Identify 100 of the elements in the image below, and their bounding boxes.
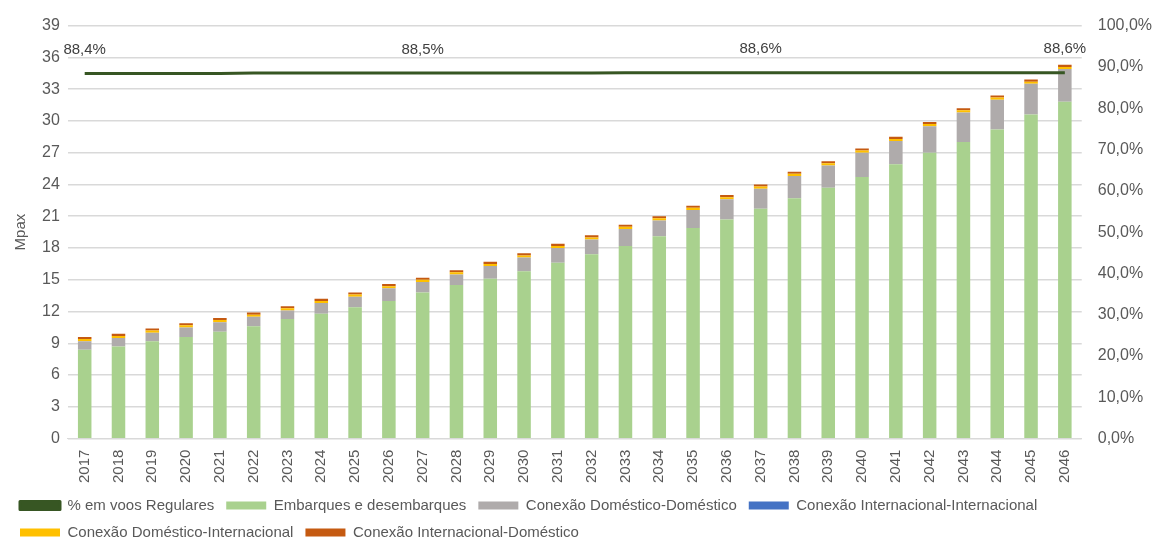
bar bbox=[348, 307, 362, 438]
bar bbox=[618, 245, 633, 438]
bar bbox=[415, 292, 430, 438]
bar bbox=[517, 271, 531, 438]
data-label: 88,4% bbox=[63, 40, 106, 58]
x-tick-label: 2036 bbox=[717, 449, 734, 484]
x-tick-label: 2042 bbox=[919, 449, 937, 484]
legend-label: Embarques e desembarques bbox=[273, 495, 467, 513]
bar bbox=[314, 303, 329, 314]
y-tick-label: 15 bbox=[42, 270, 60, 288]
bar bbox=[111, 338, 126, 347]
bar bbox=[990, 99, 1004, 130]
y-tick-label: 21 bbox=[42, 206, 60, 224]
x-tick-label: 2027 bbox=[412, 449, 430, 484]
x-tick-label: 2035 bbox=[683, 449, 701, 484]
x-tick-label: 2043 bbox=[953, 449, 971, 484]
x-tick-label: 2039 bbox=[818, 449, 836, 484]
x-tick-label: 2030 bbox=[514, 449, 532, 484]
bar bbox=[415, 281, 430, 293]
y2-tick-label: 60,0% bbox=[1097, 181, 1144, 199]
bar bbox=[77, 341, 92, 350]
x-tick-label: 2044 bbox=[987, 449, 1005, 484]
data-label: 88,6% bbox=[1043, 39, 1087, 57]
y2-tick-label: 20,0% bbox=[1097, 346, 1144, 364]
bar bbox=[821, 165, 836, 188]
y-tick-label: 18 bbox=[42, 238, 60, 256]
y2-tick-label: 30,0% bbox=[1097, 305, 1144, 323]
bar bbox=[787, 175, 802, 199]
bar bbox=[922, 126, 937, 153]
bar bbox=[584, 239, 599, 255]
x-tick-label: 2038 bbox=[784, 449, 802, 484]
bar bbox=[145, 332, 160, 342]
legend-label: % em voos Regulares bbox=[67, 495, 215, 513]
x-tick-label: 2018 bbox=[108, 449, 126, 484]
y-tick-label: 0 bbox=[50, 429, 60, 447]
x-tick-label: 2025 bbox=[345, 449, 363, 484]
bar bbox=[618, 228, 633, 246]
legend-label: Conexão Doméstico-Doméstico bbox=[525, 495, 737, 513]
y2-tick-label: 70,0% bbox=[1097, 139, 1144, 157]
bar bbox=[584, 254, 599, 438]
x-tick-label: 2031 bbox=[548, 449, 566, 484]
y2-tick-label: 10,0% bbox=[1097, 387, 1144, 405]
x-tick-label: 2026 bbox=[379, 449, 397, 484]
x-tick-label: 2045 bbox=[1021, 449, 1039, 484]
bar bbox=[382, 288, 396, 301]
bar bbox=[889, 164, 903, 438]
bar bbox=[720, 219, 734, 438]
bar bbox=[652, 236, 667, 438]
bar bbox=[753, 208, 768, 438]
y-axis-title: Mpax bbox=[11, 213, 29, 251]
x-tick-label: 2029 bbox=[480, 449, 498, 484]
bar bbox=[246, 326, 261, 438]
bar bbox=[246, 316, 261, 327]
y2-tick-label: 40,0% bbox=[1097, 263, 1144, 281]
bar bbox=[1024, 114, 1038, 438]
bar bbox=[990, 129, 1004, 438]
x-tick-label: 2037 bbox=[750, 449, 768, 484]
y2-tick-label: 100,0% bbox=[1097, 16, 1152, 34]
bar bbox=[821, 187, 836, 438]
x-tick-label: 2028 bbox=[446, 449, 464, 484]
bar bbox=[652, 220, 667, 237]
legend-label: Conexão Internacional-Doméstico bbox=[352, 522, 579, 540]
x-tick-label: 2032 bbox=[581, 449, 599, 484]
bar bbox=[145, 341, 160, 438]
y-tick-label: 24 bbox=[42, 174, 60, 192]
y2-tick-label: 0,0% bbox=[1097, 429, 1135, 447]
bar bbox=[314, 313, 329, 438]
x-tick-label: 2023 bbox=[277, 449, 295, 484]
bar bbox=[179, 327, 193, 337]
bar bbox=[449, 274, 464, 286]
bar bbox=[213, 322, 227, 332]
y-tick-label: 3 bbox=[50, 397, 60, 415]
x-tick-label: 2021 bbox=[210, 449, 228, 484]
bar bbox=[720, 199, 734, 220]
bar bbox=[348, 296, 362, 308]
bar bbox=[382, 300, 396, 438]
legend-label: Conexão Internacional-Internacional bbox=[796, 495, 1038, 513]
bar bbox=[111, 346, 126, 438]
y2-tick-label: 50,0% bbox=[1097, 222, 1144, 240]
bar bbox=[686, 209, 700, 228]
y2-tick-label: 80,0% bbox=[1097, 98, 1144, 116]
x-tick-label: 2022 bbox=[243, 449, 261, 484]
y-tick-label: 27 bbox=[42, 143, 60, 161]
legend-label: Conexão Doméstico-Internacional bbox=[67, 522, 294, 540]
y-tick-label: 12 bbox=[42, 301, 60, 319]
y-tick-label: 9 bbox=[50, 333, 60, 351]
bar bbox=[1058, 101, 1072, 438]
bar bbox=[517, 257, 531, 272]
bar bbox=[855, 177, 869, 438]
y-tick-label: 36 bbox=[42, 47, 60, 65]
x-tick-label: 2024 bbox=[311, 449, 329, 484]
bar bbox=[483, 266, 498, 279]
x-tick-label: 2034 bbox=[649, 449, 667, 484]
bar bbox=[280, 310, 295, 319]
bar bbox=[483, 278, 498, 438]
x-tick-label: 2046 bbox=[1054, 449, 1072, 484]
bar bbox=[889, 141, 903, 165]
x-tick-label: 2041 bbox=[885, 449, 903, 484]
y-tick-label: 30 bbox=[42, 111, 60, 129]
bar bbox=[686, 227, 700, 438]
